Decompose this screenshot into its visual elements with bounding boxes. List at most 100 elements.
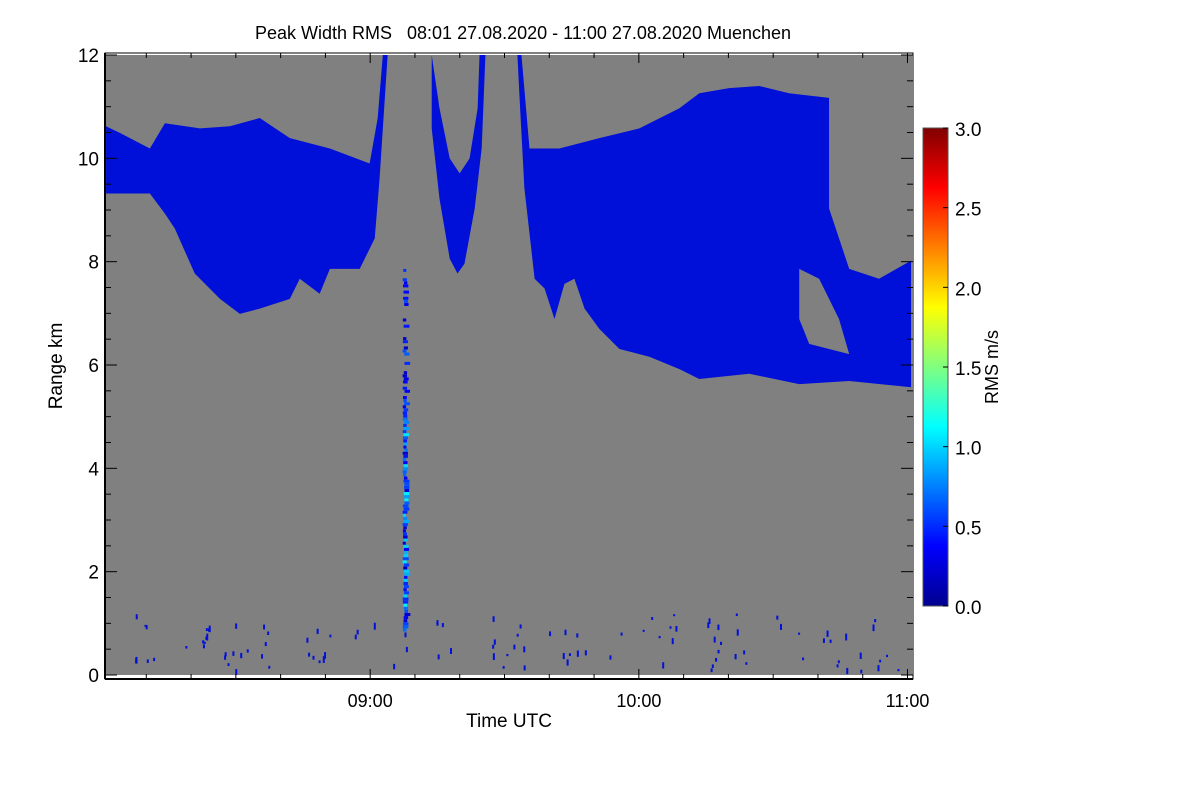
x-tick-label: 11:00 <box>886 691 930 711</box>
axes: 09:00 10:00 11:00 0 2 4 6 8 10 12 <box>78 46 930 711</box>
echo-cell <box>264 642 267 647</box>
streak-cell <box>403 433 410 437</box>
streak-cell <box>403 467 409 471</box>
streak-cell <box>404 613 411 616</box>
echo-cell <box>566 659 569 666</box>
echo-cell <box>658 636 661 639</box>
streak-cell <box>402 510 408 514</box>
streak-cell <box>404 442 408 446</box>
echo-cell <box>373 622 376 630</box>
echo-cell <box>492 653 495 660</box>
streak-cell <box>403 337 407 341</box>
echo-cell <box>734 653 737 660</box>
colorbar-tick-label: 1.0 <box>955 439 981 460</box>
echo-cell <box>312 655 315 660</box>
echo-cell <box>669 626 672 629</box>
streak-cell <box>403 585 409 589</box>
echo-cell <box>329 634 332 638</box>
streak-cell <box>402 523 408 527</box>
colorbar-tick-label: 2.0 <box>955 279 981 300</box>
streak-cell <box>403 507 410 511</box>
echo-cell <box>708 618 711 624</box>
x-axis-label: Time UTC <box>466 711 552 732</box>
echo-cell <box>354 634 357 640</box>
streak-cell <box>403 622 409 626</box>
streak-cell <box>403 619 408 623</box>
echo-cell <box>717 649 720 654</box>
streak-cell <box>402 405 407 409</box>
echo-cell <box>235 669 238 675</box>
streak-cell <box>403 476 408 480</box>
echo-cell <box>135 656 138 664</box>
streak-cell <box>402 628 407 632</box>
echo-cell <box>713 636 716 643</box>
echo-cell <box>620 632 623 636</box>
echo-cell <box>246 649 249 653</box>
y-tick-label: 4 <box>88 459 99 480</box>
streak-cell <box>403 566 408 570</box>
streak-cell <box>404 609 409 613</box>
streak-cell <box>403 454 408 458</box>
echo-cell <box>886 654 889 658</box>
echo-cell <box>502 666 505 669</box>
echo-cell <box>318 660 321 664</box>
streak-cell <box>403 606 408 610</box>
streak-cell <box>402 411 407 415</box>
streak-cell <box>404 501 410 505</box>
colorbar-tick-label: 2.5 <box>955 200 981 221</box>
streak-cell <box>402 451 408 455</box>
streak-cell <box>403 603 408 607</box>
echo-cell <box>227 663 230 667</box>
streak-cell <box>402 625 409 629</box>
streak-cell <box>403 563 410 567</box>
echo-cell <box>393 663 396 670</box>
streak-cell <box>402 597 409 601</box>
streak-cell <box>403 377 409 381</box>
streak-cell <box>403 290 410 294</box>
streak-cell <box>403 588 407 592</box>
streak-cell <box>404 575 408 579</box>
echo-cell <box>516 633 519 637</box>
echo-cell <box>208 625 211 633</box>
echo-cell <box>203 641 206 644</box>
streak-cell <box>403 582 408 585</box>
colorbar-label: RMS m/s <box>982 330 1002 404</box>
streak-cell <box>403 380 408 384</box>
echo-cell <box>675 625 678 632</box>
echo-cell <box>720 641 723 646</box>
streak-cell <box>404 303 409 306</box>
streak-cell <box>402 470 407 474</box>
streak-cell <box>403 346 408 350</box>
echo-cell <box>874 619 877 623</box>
echo-cell <box>829 639 832 643</box>
streak-cell <box>403 578 408 582</box>
echo-cell <box>717 624 720 631</box>
streak-cell <box>404 402 410 406</box>
streak-cell <box>402 458 407 461</box>
streak-cell <box>402 541 406 545</box>
streak-cell <box>403 464 408 468</box>
chart-title: Peak Width RMS 08:01 27.08.2020 - 11:00 … <box>255 23 791 43</box>
colorbar-tick-label: 1.5 <box>955 359 981 380</box>
colorbar-tick-label: 0.5 <box>955 518 981 539</box>
echo-cell <box>897 669 900 672</box>
echo-cell <box>513 644 516 650</box>
echo-cell <box>877 665 880 672</box>
echo-cell <box>879 659 882 663</box>
echo-cell <box>404 632 407 638</box>
echo-cell <box>837 660 840 664</box>
echo-cell <box>549 631 552 637</box>
streak-cell <box>404 420 410 424</box>
streak-cell <box>403 492 410 496</box>
streak-cell <box>402 529 406 533</box>
streak-cell <box>403 461 408 465</box>
y-tick-label: 8 <box>88 253 99 274</box>
echo-cell <box>224 655 227 660</box>
streak-cell <box>403 396 407 399</box>
echo-cell <box>235 623 238 629</box>
streak-cell <box>402 278 407 282</box>
echo-cell <box>872 624 875 632</box>
echo-cell <box>822 638 825 643</box>
echo-cell <box>673 614 676 617</box>
streak-cell <box>404 538 408 542</box>
